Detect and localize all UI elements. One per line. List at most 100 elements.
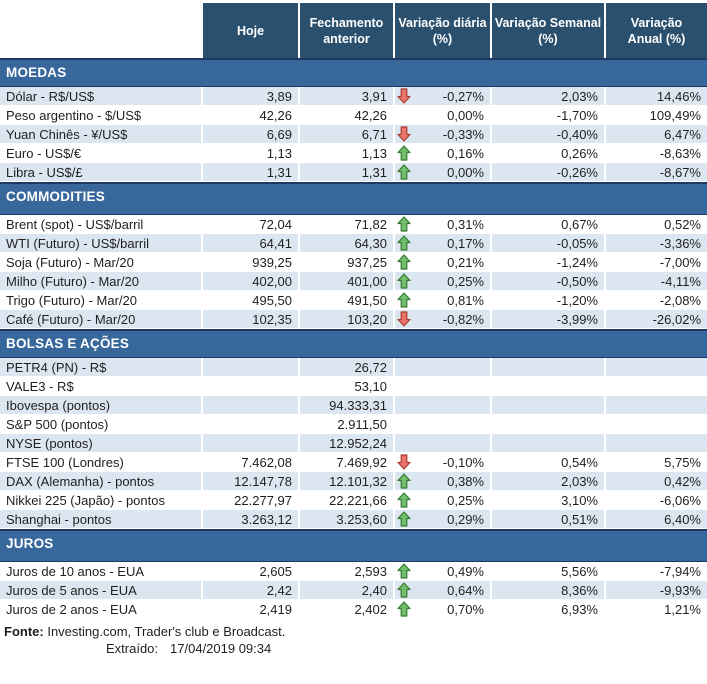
- table-row: Yuan Chinês - ¥/US$ 6,69 6,71 -0,33% -0,40% 6…: [0, 125, 707, 144]
- daily-variation-cell: 0,21%: [395, 253, 492, 272]
- table-row: S&P 500 (pontos) 2.911,50: [0, 415, 707, 434]
- instrument-label: WTI (Futuro) - US$/barril: [0, 234, 203, 253]
- weekly-variation-value: [492, 396, 606, 415]
- daily-variation-value: 0,00%: [447, 164, 484, 180]
- annual-variation-value: -2,08%: [606, 291, 707, 310]
- weekly-variation-value: [492, 415, 606, 434]
- daily-variation-value: 0,49%: [447, 563, 484, 579]
- daily-variation-value: 0,00%: [447, 107, 484, 123]
- today-value: 42,26: [203, 106, 300, 125]
- weekly-variation-value: 2,03%: [492, 472, 606, 491]
- weekly-variation-value: -0,50%: [492, 272, 606, 291]
- today-value: 2,419: [203, 600, 300, 619]
- today-value: 22.277,97: [203, 491, 300, 510]
- down-arrow-icon: [397, 126, 412, 143]
- previous-close-value: 12.101,32: [300, 472, 395, 491]
- instrument-label: FTSE 100 (Londres): [0, 453, 203, 472]
- table-row: Dólar - R$/US$ 3,89 3,91 -0,27% 2,03% 14,46%: [0, 87, 707, 106]
- source-label: Fonte:: [4, 624, 44, 639]
- down-arrow-icon: [397, 311, 412, 328]
- daily-variation-value: 0,31%: [447, 216, 484, 232]
- daily-variation-cell: -0,10%: [395, 453, 492, 472]
- daily-variation-cell: 0,25%: [395, 491, 492, 510]
- table-row: FTSE 100 (Londres) 7.462,08 7.469,92 -0,10%…: [0, 453, 707, 472]
- table-row: Shanghai - pontos 3.263,12 3.253,60 0,29% 0,…: [0, 510, 707, 529]
- today-value: 64,41: [203, 234, 300, 253]
- today-value: 6,69: [203, 125, 300, 144]
- weekly-variation-value: [492, 358, 606, 377]
- daily-variation-value: 0,64%: [447, 582, 484, 598]
- table-row: DAX (Alemanha) - pontos 12.147,78 12.101,3…: [0, 472, 707, 491]
- today-value: 3,89: [203, 87, 300, 106]
- annual-variation-value: 6,47%: [606, 125, 707, 144]
- instrument-label: Juros de 5 anos - EUA: [0, 581, 203, 600]
- annual-variation-value: -9,93%: [606, 581, 707, 600]
- previous-close-value: 3.253,60: [300, 510, 395, 529]
- up-arrow-icon: [397, 145, 412, 162]
- instrument-label: Brent (spot) - US$/barril: [0, 215, 203, 234]
- table-row: Trigo (Futuro) - Mar/20 495,50 491,50 0,81%…: [0, 291, 707, 310]
- instrument-label: Juros de 2 anos - EUA: [0, 600, 203, 619]
- table-row: Libra - US$/£ 1,31 1,31 0,00% -0,26% -8,67%: [0, 163, 707, 182]
- daily-variation-value: 0,81%: [447, 292, 484, 308]
- annual-variation-value: -26,02%: [606, 310, 707, 329]
- daily-variation-cell: 0,31%: [395, 215, 492, 234]
- instrument-label: Café (Futuro) - Mar/20: [0, 310, 203, 329]
- annual-variation-value: -8,63%: [606, 144, 707, 163]
- table-row: Café (Futuro) - Mar/20 102,35 103,20 -0,82%…: [0, 310, 707, 329]
- previous-close-value: 64,30: [300, 234, 395, 253]
- extracted-timestamp: 17/04/2019 09:34: [170, 641, 272, 656]
- annual-variation-value: [606, 396, 707, 415]
- daily-variation-cell: 0,16%: [395, 144, 492, 163]
- column-header: Hoje: [203, 3, 300, 58]
- previous-close-value: 26,72: [300, 358, 395, 377]
- weekly-variation-value: -1,70%: [492, 106, 606, 125]
- weekly-variation-value: 2,03%: [492, 87, 606, 106]
- annual-variation-value: -6,06%: [606, 491, 707, 510]
- instrument-label: Dólar - R$/US$: [0, 87, 203, 106]
- instrument-label: Soja (Futuro) - Mar/20: [0, 253, 203, 272]
- daily-variation-cell: 0,38%: [395, 472, 492, 491]
- annual-variation-value: -3,36%: [606, 234, 707, 253]
- daily-variation-value: 0,38%: [447, 473, 484, 489]
- weekly-variation-value: 0,54%: [492, 453, 606, 472]
- table-row: PETR4 (PN) - R$ 26,72: [0, 358, 707, 377]
- daily-variation-cell: [395, 415, 492, 434]
- today-value: 1,31: [203, 163, 300, 182]
- daily-variation-cell: [395, 434, 492, 453]
- daily-variation-cell: [395, 358, 492, 377]
- today-value: 402,00: [203, 272, 300, 291]
- annual-variation-value: -4,11%: [606, 272, 707, 291]
- daily-variation-cell: 0,70%: [395, 600, 492, 619]
- previous-close-value: 7.469,92: [300, 453, 395, 472]
- daily-variation-value: 0,70%: [447, 601, 484, 617]
- previous-close-value: 2,593: [300, 562, 395, 581]
- source-line: Fonte: Investing.com, Trader's club e Br…: [4, 623, 707, 640]
- section-header: BOLSAS E AÇÕES: [0, 329, 707, 358]
- today-value: 2,42: [203, 581, 300, 600]
- table-row: VALE3 - R$ 53,10: [0, 377, 707, 396]
- instrument-label: Ibovespa (pontos): [0, 396, 203, 415]
- table-body: MOEDAS Dólar - R$/US$ 3,89 3,91 -0,27% 2,03% 1…: [0, 58, 707, 619]
- today-value: [203, 358, 300, 377]
- weekly-variation-value: 8,36%: [492, 581, 606, 600]
- weekly-variation-value: -3,99%: [492, 310, 606, 329]
- previous-close-value: 2,402: [300, 600, 395, 619]
- corner-blank-cell: [0, 3, 203, 58]
- previous-close-value: 937,25: [300, 253, 395, 272]
- previous-close-value: 103,20: [300, 310, 395, 329]
- previous-close-value: 42,26: [300, 106, 395, 125]
- annual-variation-value: [606, 358, 707, 377]
- weekly-variation-value: 0,26%: [492, 144, 606, 163]
- annual-variation-value: 109,49%: [606, 106, 707, 125]
- annual-variation-value: -8,67%: [606, 163, 707, 182]
- instrument-label: Shanghai - pontos: [0, 510, 203, 529]
- daily-variation-value: 0,17%: [447, 235, 484, 251]
- weekly-variation-value: 0,51%: [492, 510, 606, 529]
- previous-close-value: 2,40: [300, 581, 395, 600]
- instrument-label: Milho (Futuro) - Mar/20: [0, 272, 203, 291]
- weekly-variation-value: -0,40%: [492, 125, 606, 144]
- weekly-variation-value: -1,20%: [492, 291, 606, 310]
- instrument-label: S&P 500 (pontos): [0, 415, 203, 434]
- down-arrow-icon: [397, 88, 412, 105]
